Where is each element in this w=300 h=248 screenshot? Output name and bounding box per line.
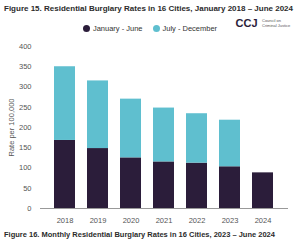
svg-text:250: 250 (19, 103, 32, 112)
html-text:Council on Criminal Justice: Council on Criminal Justice (262, 18, 291, 28)
svg-text:Rate per 100,000: Rate per 100,000 (7, 99, 16, 157)
svg-text:0: 0 (27, 204, 31, 213)
svg-text:2018: 2018 (57, 216, 74, 225)
html-text:CCJ: CCJ (235, 17, 258, 29)
svg-text:150: 150 (19, 143, 32, 152)
svg-text:2021: 2021 (156, 216, 173, 225)
svg-text:50: 50 (23, 184, 31, 193)
svg-text:2022: 2022 (189, 216, 206, 225)
svg-text:2019: 2019 (90, 216, 107, 225)
html-text:Figure 15. Residential Burglar: Figure 15. Residential Burglary Rates in… (4, 4, 293, 13)
html-text:January - June: January - June (92, 24, 143, 33)
svg-text:400: 400 (19, 42, 32, 51)
svg-text:350: 350 (19, 62, 32, 71)
svg-text:200: 200 (19, 123, 32, 132)
svg-text:2020: 2020 (123, 216, 140, 225)
svg-text:2024: 2024 (255, 216, 272, 225)
html-text:Figure 16. Monthly Residential: Figure 16. Monthly Residential Burglary … (4, 230, 275, 239)
svg-text:100: 100 (19, 163, 32, 172)
svg-text:300: 300 (19, 82, 32, 91)
svg-text:2023: 2023 (222, 216, 239, 225)
html-text:July - December: July - December (162, 24, 218, 33)
